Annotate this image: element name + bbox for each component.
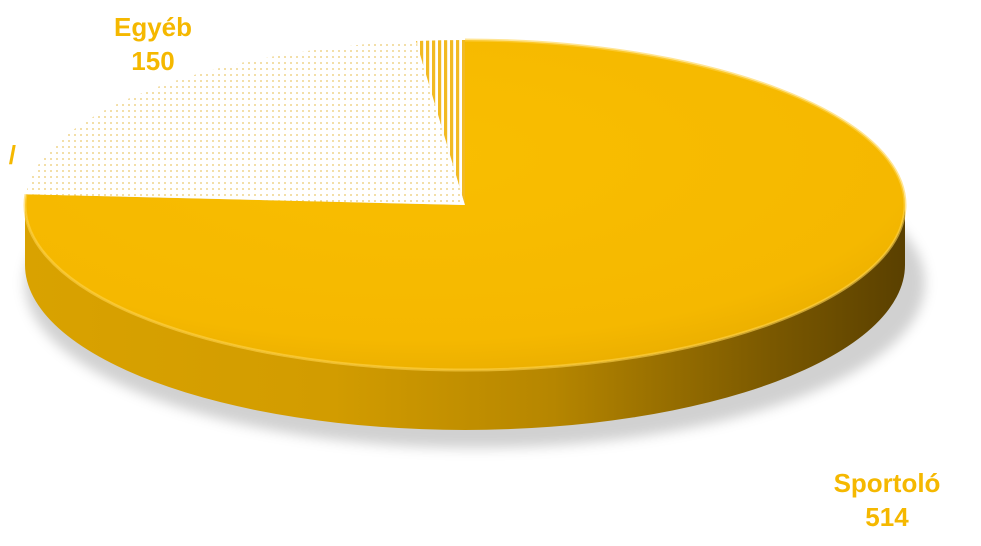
slice-value-egyeb: 150	[131, 46, 175, 76]
slice-name-egyeb: Egyéb	[113, 12, 193, 42]
pie-slice-slice-2	[416, 40, 465, 205]
pie-slice-egyeb	[25, 41, 465, 206]
slice-label-egyeb: Egyéb 150	[98, 10, 208, 78]
pie-tops	[23, 38, 907, 372]
slice-value-sportolo: 514	[865, 502, 909, 532]
pie-sides	[25, 205, 905, 430]
pie-slice-sportolo	[25, 40, 905, 371]
pie-rim-sportolo	[23, 38, 907, 372]
pie-side-sportolo	[25, 205, 905, 430]
slice-name-sportolo: Sportoló	[833, 468, 941, 498]
slice-label-partial: /	[8, 140, 16, 170]
slice-label-sportolo: Sportoló 514	[812, 466, 962, 534]
